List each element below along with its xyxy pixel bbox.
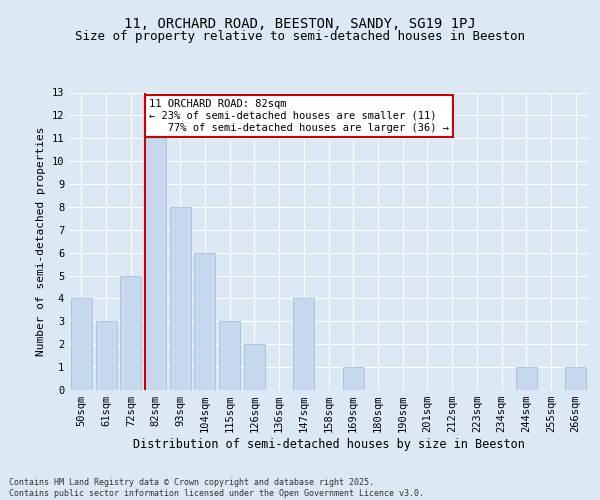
Bar [565, 367, 586, 390]
Text: Contains HM Land Registry data © Crown copyright and database right 2025.
Contai: Contains HM Land Registry data © Crown c… [9, 478, 424, 498]
Bar [244, 344, 265, 390]
Bar [170, 207, 191, 390]
Text: 11, ORCHARD ROAD, BEESTON, SANDY, SG19 1PJ: 11, ORCHARD ROAD, BEESTON, SANDY, SG19 1… [124, 18, 476, 32]
Bar [194, 252, 215, 390]
Bar [516, 367, 537, 390]
Y-axis label: Number of semi-detached properties: Number of semi-detached properties [36, 126, 46, 356]
Text: 11 ORCHARD ROAD: 82sqm
← 23% of semi-detached houses are smaller (11)
   77% of : 11 ORCHARD ROAD: 82sqm ← 23% of semi-det… [149, 100, 449, 132]
Bar [293, 298, 314, 390]
Bar [219, 322, 240, 390]
X-axis label: Distribution of semi-detached houses by size in Beeston: Distribution of semi-detached houses by … [133, 438, 524, 451]
Bar [71, 298, 92, 390]
Bar [343, 367, 364, 390]
Text: Size of property relative to semi-detached houses in Beeston: Size of property relative to semi-detach… [75, 30, 525, 43]
Bar [95, 322, 116, 390]
Bar [145, 138, 166, 390]
Bar [120, 276, 141, 390]
